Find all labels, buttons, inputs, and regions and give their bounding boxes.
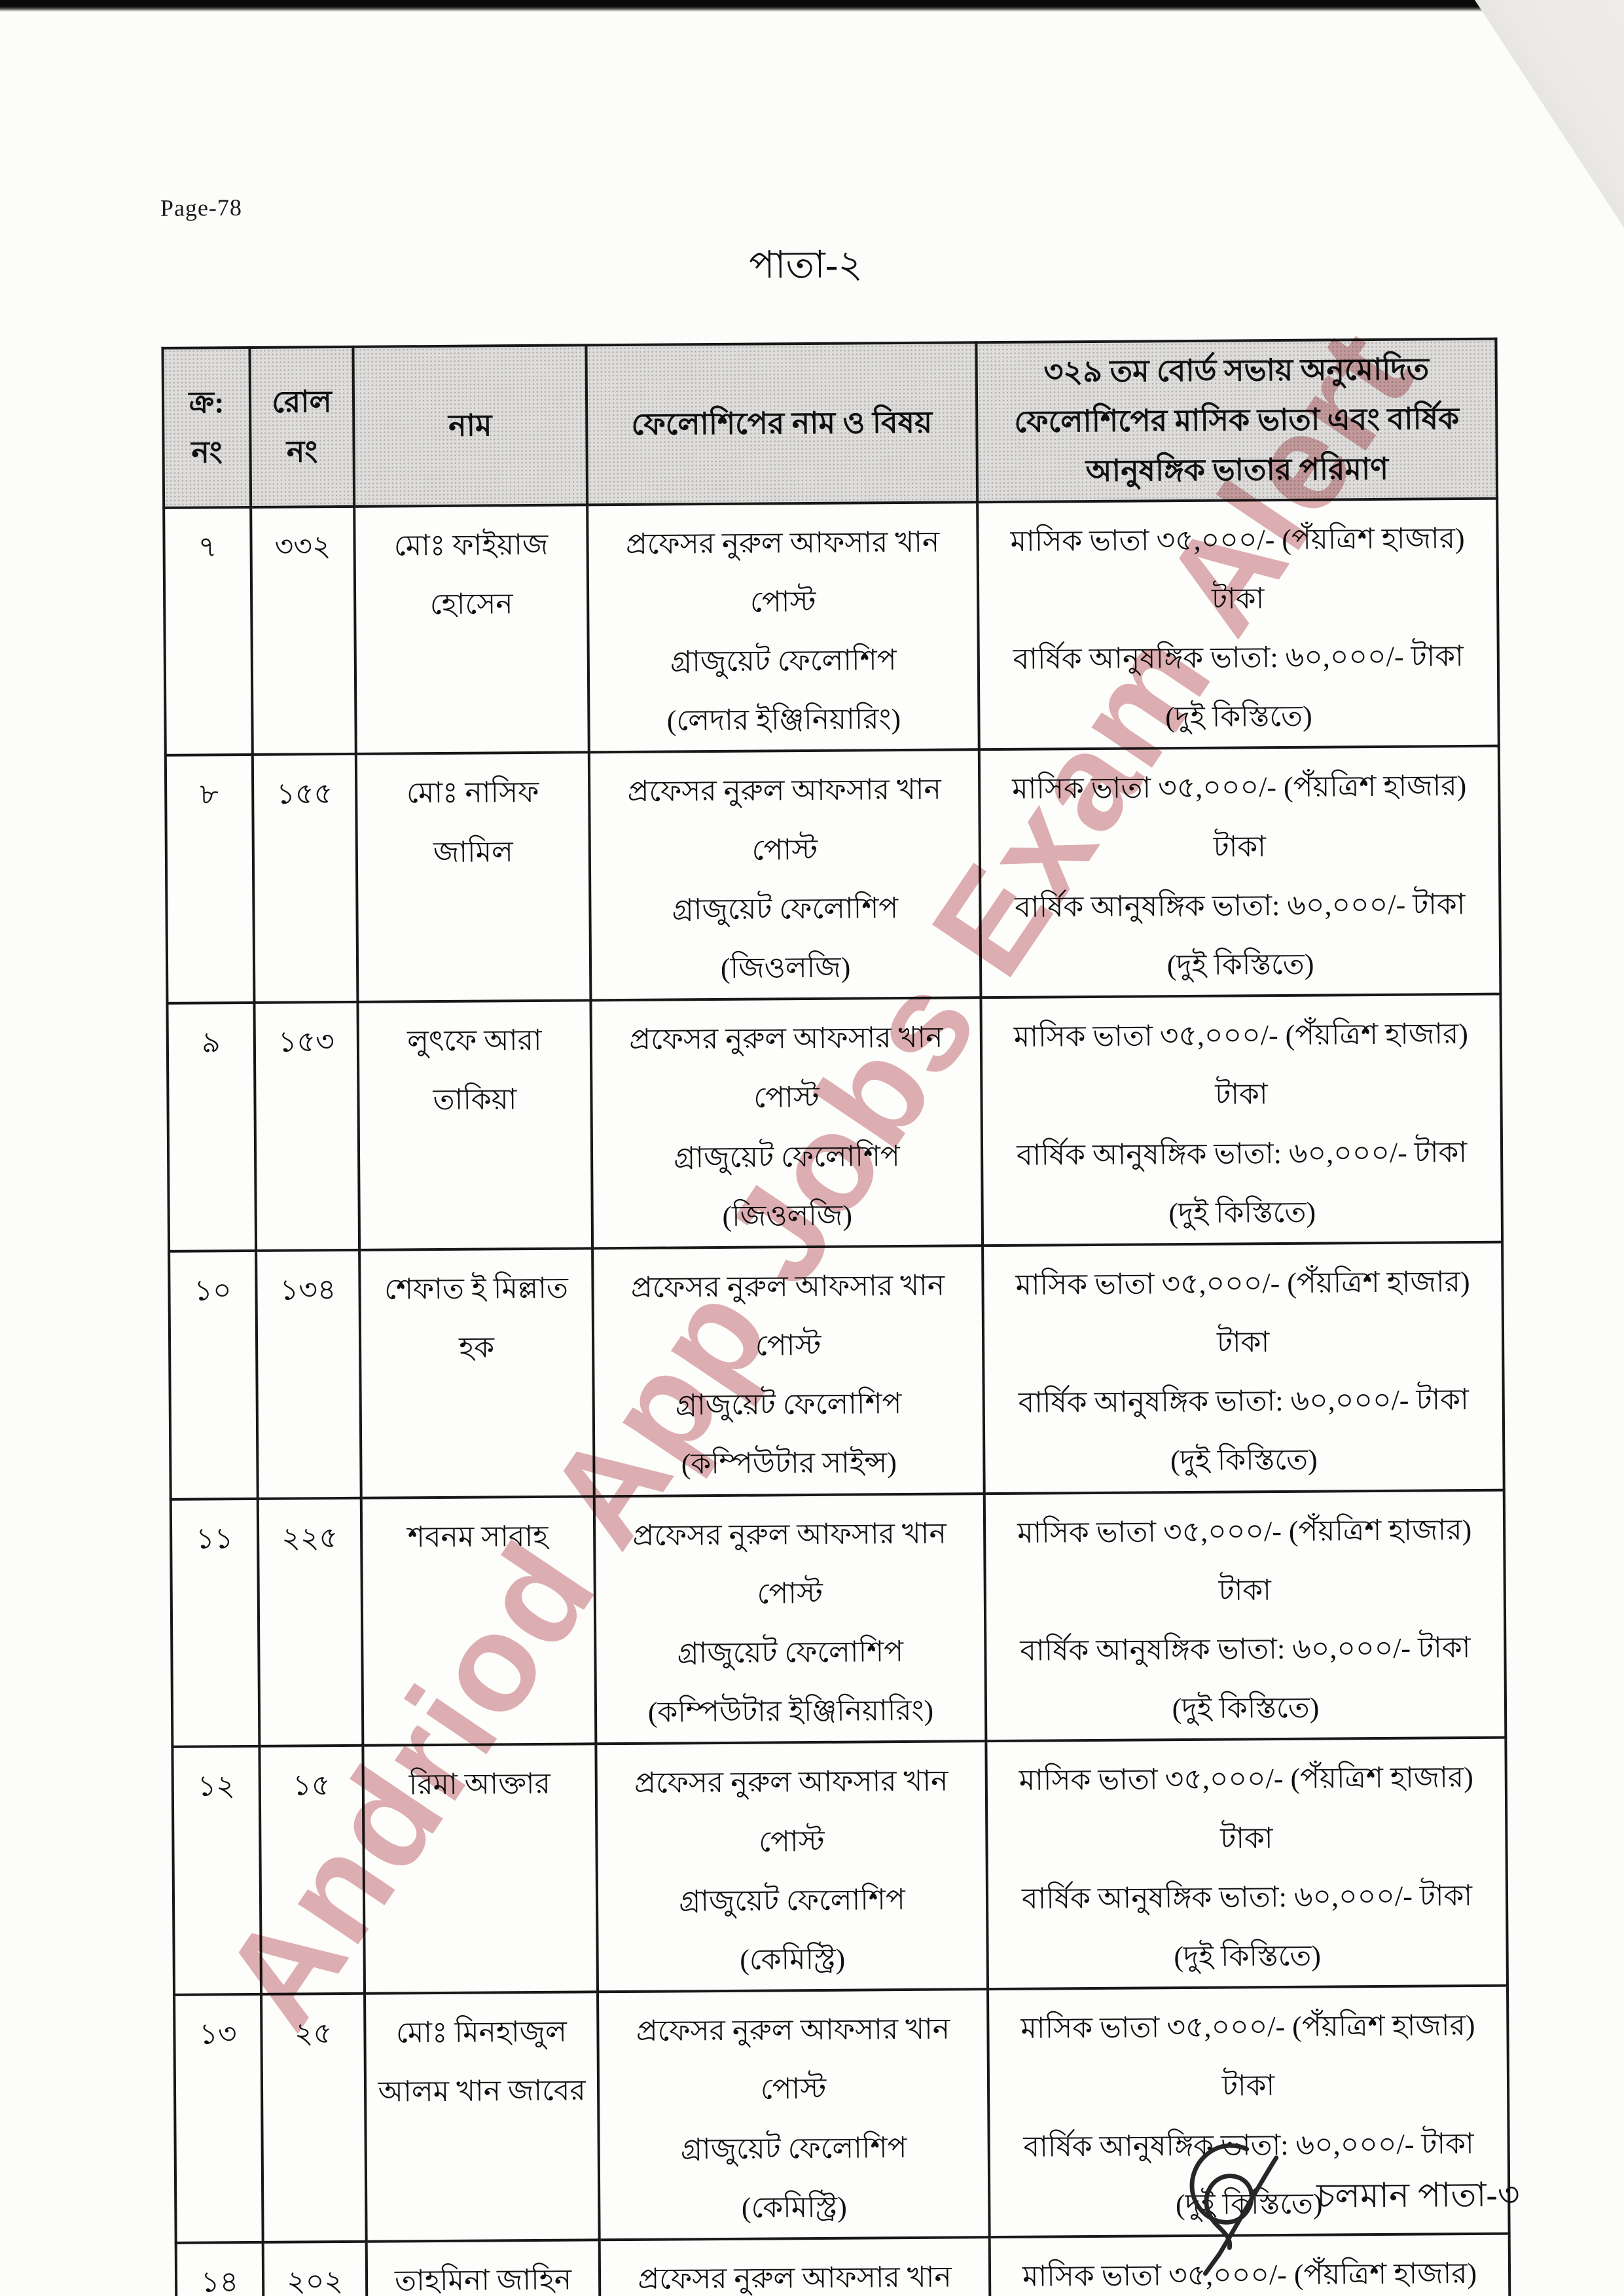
name-cell: তাহমিনা জাহিন bbox=[366, 2240, 602, 2296]
table-row: ৭ ৩৩২ মোঃ ফাইয়াজ হোসেন প্রফেসর নুরুল আফসার… bbox=[164, 498, 1499, 756]
fellowship-cell: প্রফেসর নুরুল আফসার খান পোস্টগ্রাজুয়েট … bbox=[599, 2237, 992, 2296]
signature-scribble bbox=[1189, 2143, 1279, 2276]
name-cell: লুৎফে আরা তাকিয়া bbox=[357, 1000, 593, 1250]
header-roll-no: রোল নং bbox=[249, 346, 355, 507]
allowance-cell: মাসিক ভাতা ৩৫,০০০/- (পঁয়ত্রিশ হাজার) টা… bbox=[979, 746, 1501, 998]
allowance-cell: মাসিক ভাতা ৩৫,০০০/- (পঁয়ত্রিশ হাজার) টা… bbox=[986, 1738, 1507, 1990]
serial-cell: ১২ bbox=[172, 1746, 262, 1996]
page-title: পাতা-২ bbox=[749, 243, 863, 287]
roll-cell: ১৫৫ bbox=[252, 754, 358, 1003]
table-row: ৮ ১৫৫ মোঃ নাসিফ জামিল প্রফেসর নুরুল আফসার খ… bbox=[165, 746, 1501, 1004]
serial-cell: ৯ bbox=[167, 1003, 257, 1251]
name-cell: রিমা আক্তার bbox=[363, 1744, 598, 1994]
name-cell: শেফাত ই মিল্লাত হক bbox=[359, 1248, 594, 1498]
roll-cell: ১৫ bbox=[259, 1746, 365, 1995]
allowance-cell: মাসিক ভাতা ৩৫,০০০/- (পঁয়ত্রিশ হাজার) টা… bbox=[984, 1490, 1506, 1742]
header-name: নাম bbox=[353, 345, 588, 507]
table-body: ৭ ৩৩২ মোঃ ফাইয়াজ হোসেন প্রফেসর নুরুল আফসার… bbox=[164, 498, 1514, 2296]
table-row: ১৩ ২৫ মোঃ মিনহাজুল আলম খান জাবের প্রফেসর নু… bbox=[174, 1985, 1509, 2243]
serial-cell: ১৩ bbox=[174, 1994, 263, 2243]
allowance-cell: মাসিক ভাতা ৩৫,০০০/- (পঁয়ত্রিশ হাজার) টা… bbox=[977, 498, 1499, 750]
serial-cell: ১০ bbox=[169, 1250, 258, 1499]
fellowship-table: ক্র: নং রোল নং নাম ফেলোশিপের নাম ও বিষয়… bbox=[161, 338, 1515, 2296]
allowance-cell: মাসিক ভাতা ৩৫,০০০/- (পঁয়ত্রিশ হাজার) টা… bbox=[981, 994, 1503, 1246]
header-allowance: ৩২৯ তম বোর্ড সভায় অনুমোদিত ফেলোশিপের মা… bbox=[976, 338, 1498, 502]
name-cell: শবনম সাবাহ bbox=[361, 1496, 596, 1746]
serial-cell: ৮ bbox=[165, 755, 255, 1004]
page-number-label: Page-78 bbox=[160, 194, 243, 221]
table-row: ৯ ১৫৩ লুৎফে আরা তাকিয়া প্রফেসর নুরুল আফসার… bbox=[167, 994, 1503, 1251]
roll-cell: ৩৩২ bbox=[251, 506, 356, 755]
header-serial-no: ক্র: নং bbox=[162, 347, 251, 508]
table-row: ১৪ ২০২ তাহমিনা জাহিন প্রফেসর নুরুল আফসার খা… bbox=[175, 2233, 1511, 2296]
serial-cell: ১৪ bbox=[175, 2242, 265, 2296]
table-header-row: ক্র: নং রোল নং নাম ফেলোশিপের নাম ও বিষয়… bbox=[162, 338, 1498, 508]
table-row: ১১ ২২৫ শবনম সাবাহ প্রফেসর নুরুল আফসার খান প… bbox=[170, 1490, 1506, 1748]
name-cell: মোঃ নাসিফ জামিল bbox=[355, 752, 591, 1003]
footer-continuation-text: চলমান পাতা-৩ bbox=[1316, 2176, 1520, 2215]
scan-top-edge-artifact bbox=[0, 0, 1624, 12]
serial-cell: ৭ bbox=[164, 507, 253, 756]
allowance-cell: মাসিক ভাতা ৩৫,০০০/- (পঁয়ত্রিশ হাজার) টা… bbox=[983, 1242, 1504, 1494]
table-row: ১০ ১৩৪ শেফাত ই মিল্লাত হক প্রফেসর নুরুল আফস… bbox=[169, 1242, 1504, 1499]
name-cell: মোঃ মিনহাজুল আলম খান জাবের bbox=[365, 1992, 600, 2242]
roll-cell: ১৩৪ bbox=[256, 1249, 361, 1499]
serial-cell: ১১ bbox=[170, 1498, 260, 1748]
roll-cell: ২০২ bbox=[262, 2241, 369, 2296]
roll-cell: ২৫ bbox=[261, 1993, 367, 2242]
name-cell: মোঃ ফাইয়াজ হোসেন bbox=[354, 505, 589, 755]
table-row: ১২ ১৫ রিমা আক্তার প্রফেসর নুরুল আফসার খান প… bbox=[172, 1738, 1507, 1996]
roll-cell: ১৫৩ bbox=[254, 1002, 360, 1251]
header-fellowship: ফেলোশিপের নাম ও বিষয় bbox=[586, 342, 978, 505]
roll-cell: ২২৫ bbox=[257, 1498, 363, 1747]
